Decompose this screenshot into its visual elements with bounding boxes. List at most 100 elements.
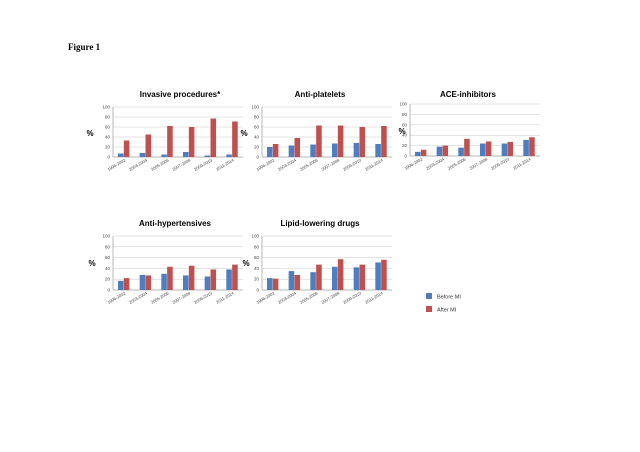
legend-label: After MI	[437, 308, 457, 314]
bar-after	[381, 126, 387, 157]
x-tick-label: 2005-2006	[299, 157, 319, 172]
bar-after	[420, 149, 427, 156]
figure-label: Figure 1	[68, 42, 101, 52]
bar-after	[145, 275, 152, 290]
bar-before	[288, 271, 295, 290]
x-tick-label: 2007-2008	[468, 156, 488, 171]
bar-before	[288, 145, 295, 157]
bar-before	[117, 153, 124, 157]
bar-before	[139, 153, 146, 157]
x-tick-label: 2003-2004	[128, 157, 148, 172]
chart-title: Anti-hypertensives	[139, 219, 212, 228]
bar-after	[210, 269, 217, 290]
y-tick-label: 0	[107, 288, 110, 293]
x-tick-label: 2009-2010	[193, 290, 213, 305]
y-tick-label: 80	[105, 115, 111, 120]
x-tick-label: 2011-2014	[512, 156, 532, 171]
bar-after	[485, 141, 492, 156]
bar-after	[210, 118, 217, 157]
y-tick-label: 80	[254, 244, 260, 249]
y-axis-label: %	[88, 259, 95, 268]
bar-after	[167, 266, 173, 290]
y-tick-label: 40	[105, 135, 111, 140]
chart-title: Invasive procedures*	[140, 90, 221, 99]
y-tick-label: 80	[402, 112, 408, 117]
chart-title: ACE-inhibitors	[440, 90, 497, 99]
bar-before	[161, 154, 167, 157]
x-tick-label: 2003-2004	[425, 156, 445, 171]
bar-after	[188, 127, 195, 157]
bar-before	[310, 144, 316, 157]
x-tick-label: 2009-2010	[342, 157, 362, 172]
bar-before	[117, 280, 124, 290]
bar-before	[375, 262, 381, 290]
y-tick-label: 0	[107, 155, 110, 160]
y-tick-label: 100	[102, 105, 110, 110]
bar-before	[139, 274, 146, 290]
x-tick-label: 2005-2006	[150, 290, 170, 305]
chart-title: Lipid-lowering drugs	[280, 219, 360, 228]
bar-after	[337, 125, 344, 157]
bar-before	[436, 146, 443, 156]
bar-before	[523, 139, 529, 156]
bar-after	[359, 127, 366, 157]
bar-after	[123, 278, 130, 290]
y-tick-label: 60	[254, 125, 260, 130]
legend-label: Before MI	[437, 295, 461, 301]
y-tick-label: 40	[254, 266, 260, 271]
y-axis-label: %	[398, 127, 405, 136]
y-tick-label: 80	[105, 244, 111, 249]
x-tick-label: 2005-2006	[447, 156, 467, 171]
bar-before	[182, 152, 189, 157]
bar-after	[272, 278, 279, 290]
bar-after	[232, 264, 238, 290]
y-tick-label: 20	[254, 277, 260, 282]
x-tick-label: 2005-2006	[150, 157, 170, 172]
y-tick-label: 20	[105, 277, 111, 282]
bar-after	[232, 121, 238, 157]
bar-before	[353, 267, 360, 290]
x-tick-label: 2007-2008	[171, 290, 191, 305]
bar-after	[464, 138, 470, 156]
x-tick-label: 2011-2014	[364, 157, 384, 172]
y-tick-label: 40	[105, 266, 111, 271]
chart-1: Invasive procedures*%0204060801001996-20…	[86, 90, 243, 172]
bar-before	[331, 266, 338, 290]
y-tick-label: 100	[102, 234, 110, 239]
bar-after	[316, 264, 322, 290]
bar-before	[204, 276, 211, 290]
chart-title: Anti-platelets	[295, 90, 346, 99]
bar-before	[414, 151, 421, 156]
x-tick-label: 2003-2004	[277, 290, 297, 305]
x-tick-label: 2007-2008	[171, 157, 191, 172]
bar-after	[359, 264, 366, 290]
y-tick-label: 60	[254, 255, 260, 260]
y-tick-label: 60	[105, 255, 111, 260]
y-tick-label: 80	[254, 115, 260, 120]
bar-after	[272, 144, 279, 157]
y-tick-label: 20	[254, 145, 260, 150]
legend-swatch	[426, 293, 432, 299]
y-tick-label: 20	[402, 143, 408, 148]
y-axis-label: %	[240, 129, 247, 138]
bar-before	[479, 143, 486, 156]
x-tick-label: 2011-2014	[364, 290, 384, 305]
legend: Before MI After MI	[426, 293, 461, 314]
bar-before	[182, 275, 189, 290]
bar-before	[204, 155, 211, 157]
x-tick-label: 2003-2004	[128, 290, 148, 305]
bar-before	[501, 143, 508, 156]
bar-after	[294, 274, 301, 290]
y-tick-label: 100	[251, 105, 259, 110]
bar-before	[226, 269, 232, 290]
bar-after	[507, 141, 514, 156]
bar-after	[167, 126, 173, 157]
bar-after	[145, 134, 152, 157]
bar-before	[331, 143, 338, 157]
bar-after	[337, 259, 344, 290]
chart-5: Lipid-lowering drugs%0204060801001996-20…	[242, 219, 392, 305]
x-tick-label: 2007-2008	[320, 157, 340, 172]
bar-before	[266, 278, 273, 290]
